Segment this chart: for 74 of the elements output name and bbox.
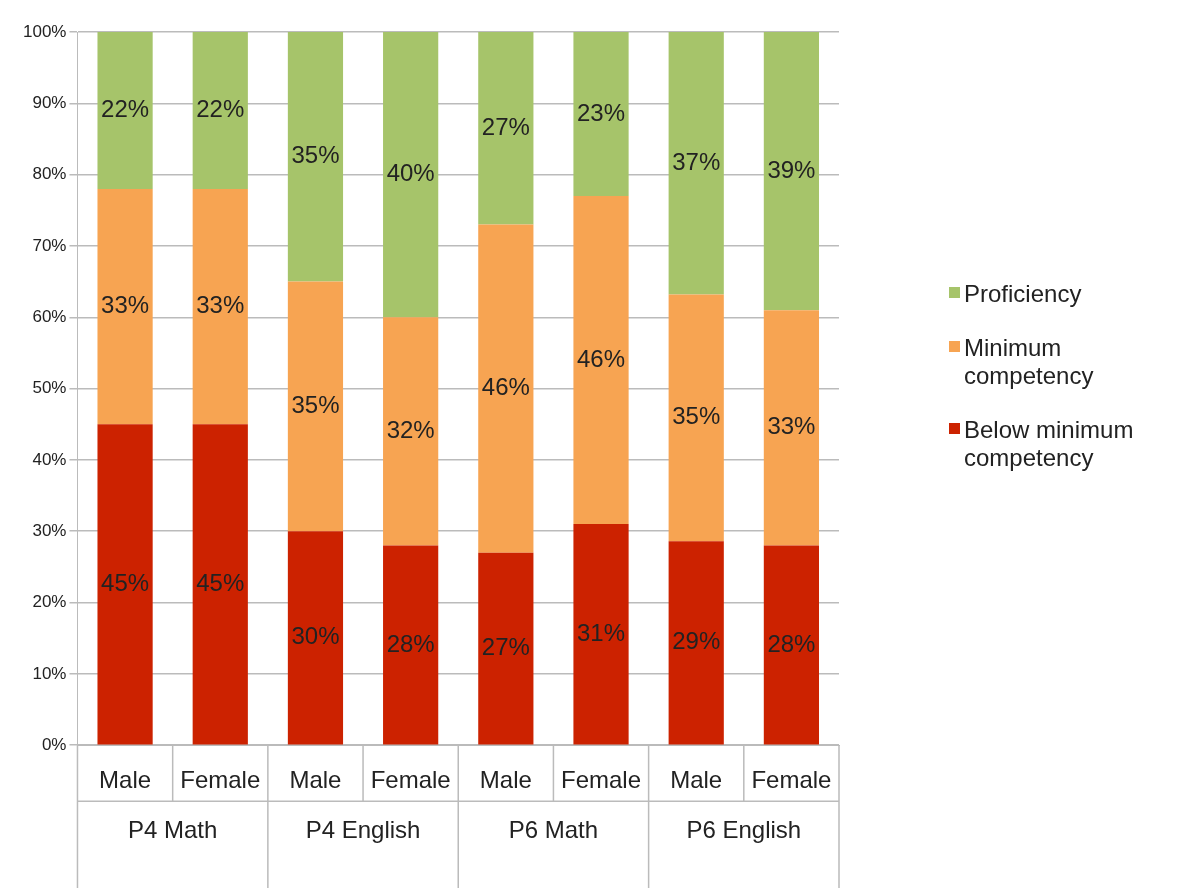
data-label: 46% [481, 373, 530, 401]
x-tick-label: Male [99, 766, 152, 794]
data-label: 23% [577, 98, 626, 126]
data-label: 46% [577, 344, 626, 372]
text: P6 English [686, 815, 802, 843]
text: P4 Math [127, 815, 218, 843]
data-label: 45% [196, 568, 245, 596]
y-tick-label: 0% [41, 734, 67, 754]
y-tick-label: 40% [32, 449, 67, 469]
data-label: 37% [672, 147, 721, 175]
x-tick-label: Male [289, 766, 342, 794]
data-label: 33% [196, 291, 245, 319]
y-tick-label: 30% [32, 520, 67, 540]
data-label: 31% [577, 618, 626, 646]
bar [287, 281, 344, 532]
bar [763, 545, 820, 745]
data-label: 33% [101, 291, 150, 319]
bar [763, 310, 820, 546]
bar [573, 32, 629, 197]
x-tick-label: Female [561, 766, 642, 794]
bar [383, 32, 439, 318]
bar [478, 552, 534, 745]
bar [478, 32, 534, 225]
y-tick-label: 60% [32, 306, 67, 326]
data-label: 39% [767, 155, 816, 183]
bar [192, 188, 248, 425]
bar [573, 196, 629, 525]
data-label: 28% [386, 629, 435, 657]
bar [573, 524, 629, 745]
data-label: 33% [767, 412, 816, 440]
y-tick-label: 90% [32, 93, 67, 113]
data-label: 45% [101, 568, 150, 596]
y-tick-label: 50% [32, 378, 67, 398]
data-label: 28% [767, 629, 816, 657]
text: P4 English [305, 815, 421, 843]
legend-label: Below minimum competency [964, 415, 1135, 472]
bar [763, 32, 820, 311]
bar [478, 224, 534, 553]
data-label: 35% [291, 391, 340, 419]
bar [287, 32, 344, 282]
x-tick-label: Female [180, 766, 261, 794]
bar [668, 294, 724, 542]
bar [192, 32, 248, 189]
data-label: 29% [672, 627, 721, 655]
bar [97, 32, 153, 189]
bar [383, 317, 439, 546]
y-tick-label: 10% [32, 663, 67, 683]
data-label: 30% [291, 622, 340, 650]
data-label: 32% [386, 416, 435, 444]
data-label: 22% [196, 95, 245, 123]
bar [97, 424, 153, 745]
bar [97, 188, 153, 425]
legend-label: Minimum competency [964, 333, 1095, 390]
data-label: 40% [386, 159, 435, 187]
bar [668, 541, 724, 745]
y-tick-label: 80% [32, 164, 67, 184]
x-tick-label: Male [479, 766, 532, 794]
text: P6 Math [508, 815, 599, 843]
y-tick-label: 20% [32, 592, 67, 612]
x-tick-label: Female [370, 766, 451, 794]
bar [668, 32, 724, 295]
data-label: 35% [672, 402, 721, 430]
legend-label: Proficiency [964, 279, 1082, 308]
bar [287, 531, 344, 745]
y-tick-label: 100% [23, 21, 67, 41]
bar [192, 424, 248, 745]
x-tick-label: Female [751, 766, 832, 794]
data-label: 27% [481, 633, 530, 661]
data-label: 27% [481, 112, 530, 140]
data-label: 35% [291, 141, 340, 169]
bar [383, 545, 439, 745]
data-label: 22% [101, 95, 150, 123]
x-tick-label: Male [670, 766, 723, 794]
y-tick-label: 70% [32, 235, 67, 255]
